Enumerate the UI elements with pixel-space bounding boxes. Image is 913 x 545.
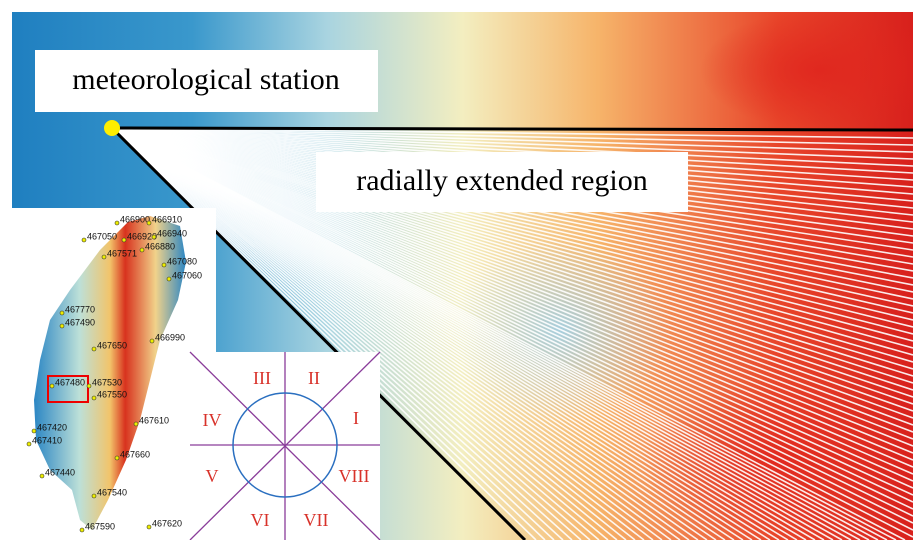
station-id: 466910 xyxy=(152,214,182,224)
station-dot xyxy=(115,456,119,460)
figure: meteorological station radially extended… xyxy=(0,0,913,540)
station-id: 467660 xyxy=(120,449,150,459)
station-dot xyxy=(102,255,106,259)
station-dot xyxy=(115,221,119,225)
station-dot xyxy=(60,324,64,328)
sector-label: IV xyxy=(203,410,222,430)
station-id: 466940 xyxy=(157,228,187,238)
station-point xyxy=(104,120,120,136)
station-dot xyxy=(147,525,151,529)
station-id: 467540 xyxy=(97,487,127,497)
sector-label: I xyxy=(353,408,359,428)
station-dot xyxy=(82,238,86,242)
sector-label: V xyxy=(206,466,219,486)
station-id: 467490 xyxy=(65,317,95,327)
station-dot xyxy=(50,384,54,388)
station-dot xyxy=(147,221,151,225)
station-dot xyxy=(92,347,96,351)
station-id: 467571 xyxy=(107,248,137,258)
station-dot xyxy=(92,396,96,400)
station-dot xyxy=(32,429,36,433)
station-dot xyxy=(162,263,166,267)
station-dot xyxy=(167,277,171,281)
station-id: 467050 xyxy=(87,231,117,241)
station-id: 467550 xyxy=(97,389,127,399)
station-id: 467480 xyxy=(55,377,85,387)
sector-label: III xyxy=(253,368,271,388)
sector-label: VII xyxy=(304,510,329,530)
station-id: 467060 xyxy=(172,270,202,280)
station-dot xyxy=(134,422,138,426)
station-dot xyxy=(140,248,144,252)
sector-label: VI xyxy=(251,510,270,530)
page: meteorological station radially extended… xyxy=(0,0,913,545)
station-id: 467650 xyxy=(97,340,127,350)
station-id: 467770 xyxy=(65,304,95,314)
station-dot xyxy=(80,528,84,532)
station-id: 466900 xyxy=(120,214,150,224)
station-dot xyxy=(27,442,31,446)
boundary-line xyxy=(112,128,913,130)
station-dot xyxy=(150,339,154,343)
station-id: 467530 xyxy=(92,377,122,387)
station-id: 467440 xyxy=(45,467,75,477)
station-dot xyxy=(92,494,96,498)
region-label: radially extended region xyxy=(356,164,648,197)
station-label: meteorological station xyxy=(72,63,339,96)
station-dot xyxy=(152,235,156,239)
sector-label: II xyxy=(308,368,320,388)
station-id: 467610 xyxy=(139,415,169,425)
station-dot xyxy=(60,311,64,315)
station-id: 467420 xyxy=(37,422,67,432)
sector-label: VIII xyxy=(339,466,370,486)
station-dot xyxy=(122,238,126,242)
station-dot xyxy=(87,384,91,388)
station-id: 466880 xyxy=(145,241,175,251)
station-id: 467590 xyxy=(85,521,115,531)
station-id: 467080 xyxy=(167,256,197,266)
station-id: 466990 xyxy=(155,332,185,342)
station-dot xyxy=(40,474,44,478)
station-id: 467410 xyxy=(32,435,62,445)
station-id: 467620 xyxy=(152,518,182,528)
